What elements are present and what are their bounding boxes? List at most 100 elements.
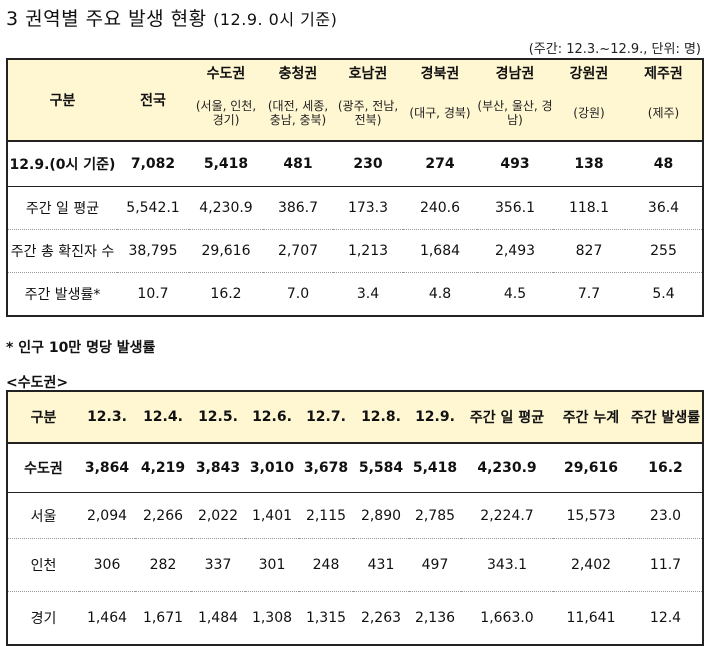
cell: 16.2 — [629, 443, 703, 493]
header-row-names: 구분 전국 수도권 충청권 호남권 경북권 경남권 강원권 제주권 — [7, 59, 703, 141]
cell: 240.6 — [403, 186, 477, 230]
cell: 3,010 — [245, 443, 299, 493]
column-header: 12.3. — [79, 391, 135, 444]
row-label: 12.9.(0시 기준) — [7, 140, 117, 187]
cell: 29,616 — [189, 229, 263, 273]
cell: 3.4 — [333, 272, 403, 316]
cell: 11.7 — [629, 538, 703, 592]
cell: 2,022 — [197, 507, 239, 524]
cell: 282 — [135, 538, 191, 592]
cell: 1,401 — [251, 507, 293, 524]
cell: 301 — [245, 538, 299, 592]
region-header: 강원권 — [553, 59, 625, 86]
cell: 2,493 — [477, 229, 553, 273]
cell: 356.1 — [477, 186, 553, 230]
header-row-details: (서울, 인천, 경기) (대전, 세종, 충남, 충북) (광주, 전남, 전… — [7, 86, 703, 141]
column-header: 12.8. — [353, 391, 409, 444]
column-header: 12.9. — [409, 391, 461, 444]
cell: 431 — [353, 538, 409, 592]
cell: 255 — [625, 229, 703, 273]
cell: 248 — [299, 538, 353, 592]
national-header: 전국 — [117, 59, 189, 141]
cell: 1,308 — [245, 591, 299, 645]
cell: 2,707 — [263, 229, 333, 273]
cell: 343.1 — [461, 538, 553, 592]
region-detail: (강원) — [553, 86, 625, 141]
cell: 1,663.0 — [461, 591, 553, 645]
column-header: 12.4. — [135, 391, 191, 444]
cell: 1,671 — [135, 591, 191, 645]
table-row: 주간 총 확진자 수 38,795 29,616 2,707 1,213 1,6… — [7, 229, 703, 273]
cell: 7.7 — [553, 272, 625, 316]
cell: 4,230.9 — [189, 186, 263, 230]
cell: 4.5 — [477, 272, 553, 316]
region-detail: (부산, 울산, 경남) — [477, 86, 553, 141]
cell: 827 — [553, 229, 625, 273]
section-subhead: <수도권> — [6, 375, 69, 391]
cell: 2,890 — [360, 507, 402, 524]
cell: 274 — [403, 140, 477, 187]
cell: 5,418 — [409, 443, 461, 493]
cell: 493 — [477, 140, 553, 187]
region-detail: (대전, 세종, 충남, 충북) — [263, 86, 333, 141]
corner-cell: 구분 — [7, 59, 117, 141]
row-label: 수도권 — [7, 443, 79, 493]
cell: 48 — [625, 140, 703, 187]
cell: 2,094 — [86, 507, 128, 524]
cell: 3,864 — [79, 443, 135, 493]
row-label: 서울 — [30, 508, 57, 525]
cell: 481 — [263, 140, 333, 187]
region-header: 경북권 — [403, 59, 477, 86]
column-header: 주간 일 평균 — [461, 391, 553, 444]
row-label: 주간 발생률* — [7, 272, 117, 316]
cell: 2,136 — [409, 591, 461, 645]
title-main: 3 권역별 주요 발생 현황 — [6, 8, 207, 30]
cell: 138 — [553, 140, 625, 187]
cell: 29,616 — [553, 443, 629, 493]
column-header: 12.7. — [299, 391, 353, 444]
cell: 11,641 — [553, 591, 629, 645]
cell: 5,542.1 — [117, 186, 189, 230]
cell: 337 — [191, 538, 245, 592]
cell: 38,795 — [117, 229, 189, 273]
cell: 15,573 — [566, 507, 616, 524]
unit-note: (주간: 12.3.~12.9., 단위: 명) — [528, 42, 701, 57]
capital-area-table: 구분 12.3. 12.4. 12.5. 12.6. 12.7. 12.8. 1… — [6, 390, 704, 646]
column-header: 주간 누계 — [553, 391, 629, 444]
cell: 230 — [333, 140, 403, 187]
footnote: * 인구 10만 명당 발생률 — [6, 340, 156, 356]
cell: 2,115 — [305, 507, 347, 524]
header-row: 구분 12.3. 12.4. 12.5. 12.6. 12.7. 12.8. 1… — [7, 391, 703, 444]
cell: 2,263 — [353, 591, 409, 645]
row-label: 경기 — [7, 591, 79, 645]
cell: 5.4 — [625, 272, 703, 316]
cell: 2,785 — [414, 507, 456, 524]
cell: 10.7 — [117, 272, 189, 316]
region-header: 제주권 — [625, 59, 703, 86]
region-header: 충청권 — [263, 59, 333, 86]
region-header: 호남권 — [333, 59, 403, 86]
region-detail: (대구, 경북) — [403, 86, 477, 141]
cell: 1,464 — [79, 591, 135, 645]
column-header: 12.6. — [245, 391, 299, 444]
cell: 1,484 — [191, 591, 245, 645]
cell: 7,082 — [117, 140, 189, 187]
cell: 5,418 — [189, 140, 263, 187]
column-header: 주간 발생률 — [629, 391, 703, 444]
cell: 3,843 — [191, 443, 245, 493]
region-header: 경남권 — [477, 59, 553, 86]
cell: 2,224.7 — [480, 507, 534, 524]
cell: 4,230.9 — [461, 443, 553, 493]
cell: 23.0 — [649, 507, 682, 524]
table-row: 수도권 3,864 4,219 3,843 3,010 3,678 5,584 … — [7, 443, 703, 493]
column-header: 12.5. — [191, 391, 245, 444]
cell: 1,684 — [403, 229, 477, 273]
cell: 4.8 — [403, 272, 477, 316]
table-row: 경기 1,464 1,671 1,484 1,308 1,315 2,263 2… — [7, 591, 703, 645]
table-row: 주간 일 평균 5,542.1 4,230.9 386.7 173.3 240.… — [7, 186, 703, 230]
region-detail: (광주, 전남, 전북) — [333, 86, 403, 141]
table-row: 12.9.(0시 기준) 7,082 5,418 481 230 274 493… — [7, 140, 703, 187]
cell: 7.0 — [263, 272, 333, 316]
table-row: 서울 2,094 2,266 2,022 1,401 2,115 2,890 2… — [7, 493, 703, 539]
cell: 2,266 — [142, 507, 184, 524]
